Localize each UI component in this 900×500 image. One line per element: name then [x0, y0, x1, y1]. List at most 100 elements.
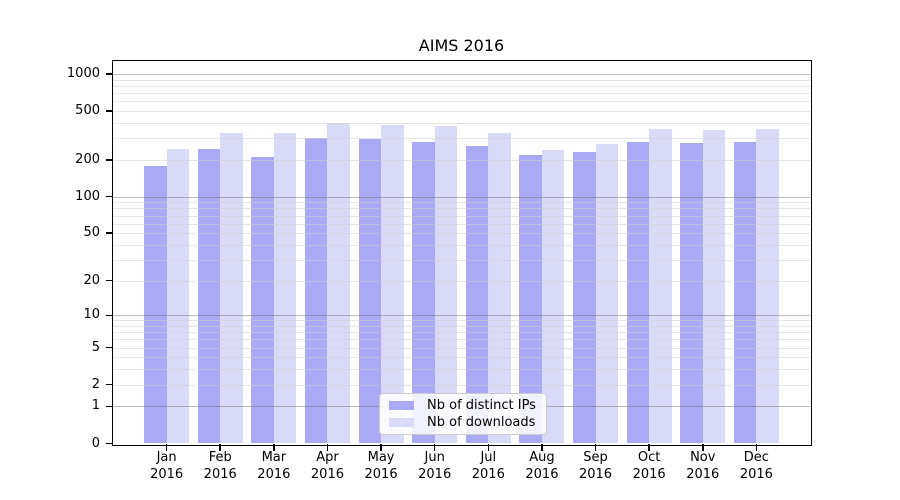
bar-distinct-ips-aug	[519, 155, 542, 444]
x-tick-label: Dec 2016	[739, 450, 773, 482]
gridline-minor	[113, 79, 810, 81]
x-tick-label: Jan 2016	[150, 450, 184, 482]
gridline-minor	[113, 223, 810, 225]
x-tick-label: Sep 2016	[578, 450, 613, 482]
gridline-minor	[113, 233, 810, 235]
legend-entry-downloads: Nb of downloads	[389, 414, 537, 431]
y-tick	[106, 383, 113, 386]
x-tick	[165, 444, 168, 451]
x-tick	[380, 444, 382, 451]
bar-distinct-ips-nov	[680, 142, 703, 444]
gridline-minor	[113, 215, 810, 217]
y-tick	[106, 314, 113, 316]
x-tick	[755, 444, 758, 451]
gridline-minor	[113, 357, 810, 359]
y-tick	[106, 110, 113, 112]
legend: Nb of distinct IPs Nb of downloads	[379, 393, 547, 435]
bar-distinct-ips-may	[358, 138, 382, 444]
x-tick-label: Oct 2016	[632, 450, 666, 482]
x-tick	[326, 444, 329, 451]
bar-downloads-nov	[702, 129, 726, 444]
legend-label-downloads: Nb of downloads	[427, 415, 536, 430]
legend-swatch-downloads	[389, 418, 414, 427]
x-tick-label: May 2016	[364, 450, 398, 482]
y-tick	[106, 405, 113, 408]
y-tick-label: 500	[75, 103, 100, 119]
gridline-minor	[113, 85, 810, 87]
x-tick-label: Apr 2016	[310, 450, 344, 482]
y-tick-label: 2	[91, 376, 100, 392]
gridline-major	[113, 315, 810, 317]
bar-distinct-ips-dec	[733, 142, 757, 444]
bar-downloads-feb	[220, 133, 243, 444]
bar-downloads-jun	[434, 126, 458, 444]
gridline-minor	[113, 384, 810, 386]
y-tick	[106, 73, 113, 75]
gridline-minor	[113, 369, 810, 371]
gridline-major	[113, 74, 810, 75]
x-tick	[433, 444, 436, 451]
x-tick-label: Aug 2016	[525, 450, 559, 482]
bar-distinct-ips-sep	[573, 151, 596, 444]
gridline-minor	[113, 280, 810, 282]
gridline-minor	[113, 208, 810, 210]
bar-downloads-mar	[273, 133, 297, 444]
bar-distinct-ips-jan	[144, 165, 167, 444]
y-tick	[106, 195, 113, 198]
x-tick-label: Jul 2016	[471, 450, 505, 482]
y-tick-label: 5	[91, 339, 100, 355]
plot-area	[113, 61, 810, 444]
y-tick-label: 20	[83, 272, 100, 288]
gridline-minor	[113, 347, 810, 349]
y-tick	[106, 346, 113, 349]
x-tick	[487, 444, 490, 451]
y-tick-label: 50	[83, 225, 100, 241]
gridline-minor	[113, 244, 810, 246]
x-tick	[594, 444, 597, 451]
bar-downloads-dec	[756, 129, 779, 444]
x-tick	[702, 444, 704, 451]
legend-swatch-distinct-ips	[389, 401, 414, 410]
bar-downloads-jan	[166, 149, 190, 444]
bar-distinct-ips-jul	[465, 145, 489, 444]
gridline-minor	[113, 101, 810, 103]
bar-distinct-ips-mar	[251, 156, 274, 444]
gridline-major	[113, 196, 810, 198]
gridline-minor	[113, 159, 810, 161]
x-tick	[219, 444, 221, 451]
bar-downloads-oct	[649, 128, 672, 444]
gridline-minor	[113, 259, 810, 261]
y-tick	[106, 442, 113, 445]
bar-distinct-ips-apr	[304, 138, 328, 444]
x-tick	[648, 444, 650, 451]
y-tick-label: 10	[83, 307, 100, 323]
x-tick-label: Jun 2016	[418, 450, 452, 482]
gridline-minor	[113, 138, 810, 140]
y-tick	[106, 232, 113, 234]
y-tick-label: 200	[75, 151, 100, 167]
bar-distinct-ips-jun	[412, 142, 435, 444]
y-tick-label: 100	[75, 188, 100, 204]
gridline-minor	[113, 339, 810, 341]
y-tick-label: 1	[91, 398, 100, 414]
gridline-minor	[113, 320, 810, 322]
legend-label-distinct-ips: Nb of distinct IPs	[427, 398, 536, 413]
legend-entry-distinct-ips: Nb of distinct IPs	[389, 397, 537, 414]
bar-downloads-may	[381, 124, 404, 444]
bar-distinct-ips-oct	[626, 141, 650, 444]
x-tick	[273, 444, 275, 451]
y-tick	[106, 159, 113, 161]
bar-downloads-sep	[595, 143, 619, 444]
x-tick	[541, 444, 543, 451]
gridline-minor	[113, 111, 810, 113]
y-tick-label: 1000	[66, 66, 100, 81]
x-tick-label: Mar 2016	[257, 450, 291, 482]
gridline-minor	[113, 202, 810, 204]
gridline-minor	[113, 325, 810, 327]
bar-downloads-apr	[327, 123, 350, 444]
chart-title: AIMS 2016	[418, 36, 505, 55]
bar-distinct-ips-feb	[197, 148, 221, 444]
gridline-minor	[113, 122, 810, 124]
x-tick-label: Feb 2016	[203, 450, 237, 482]
